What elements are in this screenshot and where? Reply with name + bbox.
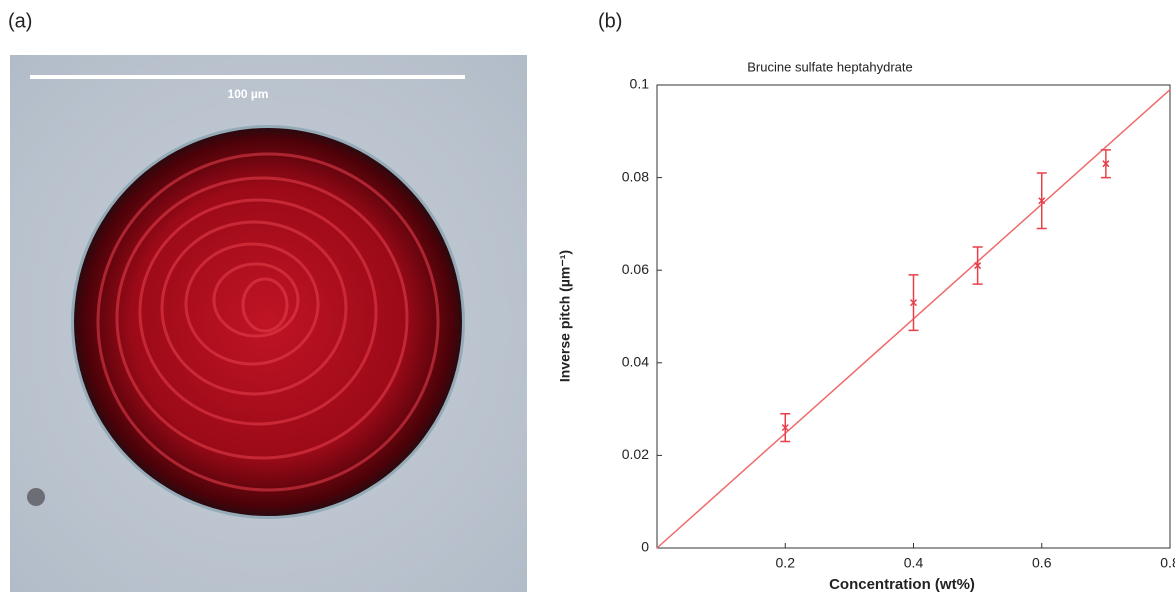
page: (a) (b) 100 µm Brucine sulfate heptahydr… (0, 0, 1175, 596)
y-tick-label: 0.06 (622, 261, 649, 277)
x-tick-label: 0.6 (1032, 555, 1052, 571)
figure: (a) (b) 100 µm Brucine sulfate heptahydr… (0, 0, 1175, 596)
panel-label: (b) (598, 10, 622, 32)
micrograph: 100 µm (10, 55, 527, 592)
y-tick-label: 0 (641, 539, 649, 555)
y-tick-label: 0.1 (630, 76, 650, 92)
panel-label: (a) (8, 10, 32, 32)
y-axis-title: Inverse pitch (µm⁻¹) (557, 250, 573, 382)
x-axis-title: Concentration (wt%) (829, 576, 975, 593)
chart-title: Brucine sulfate heptahydrate (747, 59, 913, 74)
y-tick-label: 0.02 (622, 446, 649, 462)
y-tick-label: 0.04 (622, 354, 649, 370)
scale-label: 100 µm (228, 87, 269, 101)
x-tick-label: 0.8 (1160, 555, 1175, 571)
x-tick-label: 0.4 (904, 555, 924, 571)
plot: Brucine sulfate heptahydrate Concentrati… (557, 59, 1170, 593)
y-tick-label: 0.08 (622, 168, 649, 184)
x-tick-label: 0.2 (776, 555, 796, 571)
